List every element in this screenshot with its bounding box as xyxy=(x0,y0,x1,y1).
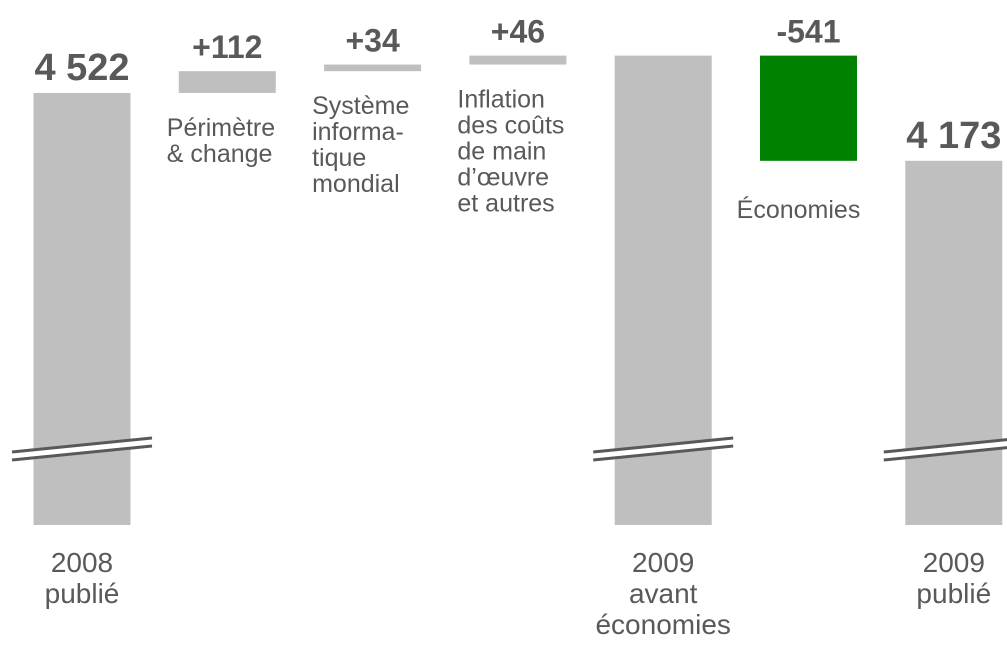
bar xyxy=(760,55,857,161)
category-label-line: tique xyxy=(312,144,366,172)
category-label-line: économies xyxy=(595,609,730,640)
value-label: +112 xyxy=(192,29,262,65)
axis-break xyxy=(11,436,153,462)
bar xyxy=(33,92,131,525)
axis-break-gap xyxy=(593,438,734,460)
category-label: 2009 publié xyxy=(916,547,991,609)
category-label-line: Périmètre xyxy=(167,114,275,142)
category-label-line: 2009 xyxy=(923,547,985,578)
category-label-line: et autres xyxy=(457,190,554,218)
category-label: Inflation des coûts de main d’œuvre et autre… xyxy=(457,86,564,218)
category-label-line: publié xyxy=(45,578,120,609)
category-label-line: Inflation xyxy=(457,86,545,114)
axis-break-line xyxy=(11,444,153,462)
axis-break xyxy=(593,436,734,462)
category-label: 2009 avant économies xyxy=(595,547,730,640)
bar xyxy=(905,160,1003,526)
category-label-line: 2009 xyxy=(632,547,694,578)
category-label: 2008 publié xyxy=(45,547,120,609)
category-label-line: & change xyxy=(167,140,273,168)
axis-break-line xyxy=(883,446,1007,462)
bar xyxy=(469,55,567,65)
category-label-line: Système xyxy=(312,92,409,120)
bar xyxy=(178,71,276,93)
value-label: 4 173 xyxy=(906,115,1001,157)
category-label-line: publié xyxy=(916,578,991,609)
value-label: -541 xyxy=(776,14,840,50)
axis-break-gap xyxy=(12,438,152,460)
category-label: Périmètre & change xyxy=(167,114,275,168)
axis-break-line xyxy=(593,436,734,454)
axis-break-line xyxy=(883,438,1007,454)
axis-break xyxy=(883,438,1007,462)
category-label-line: 2008 xyxy=(51,547,113,578)
axis-break-line xyxy=(593,444,734,462)
value-label: +46 xyxy=(491,14,545,50)
value-label: 4 522 xyxy=(34,47,129,89)
category-label-line: de main xyxy=(457,138,546,166)
axis-break-line xyxy=(11,436,153,454)
category-label-line: informa- xyxy=(312,118,404,146)
category-label-line: d’œuvre xyxy=(457,164,549,192)
axis-break-gap xyxy=(883,439,1007,460)
category-label-line: avant xyxy=(629,578,698,609)
category-label-line: mondial xyxy=(312,170,400,198)
category-label-line: Économies xyxy=(737,195,861,224)
bar xyxy=(324,64,422,72)
value-label: +34 xyxy=(345,23,399,59)
category-label: Système informa-tique mondial xyxy=(312,92,409,198)
category-label-line: des coûts xyxy=(457,112,564,140)
category-label: Économies xyxy=(737,195,861,224)
